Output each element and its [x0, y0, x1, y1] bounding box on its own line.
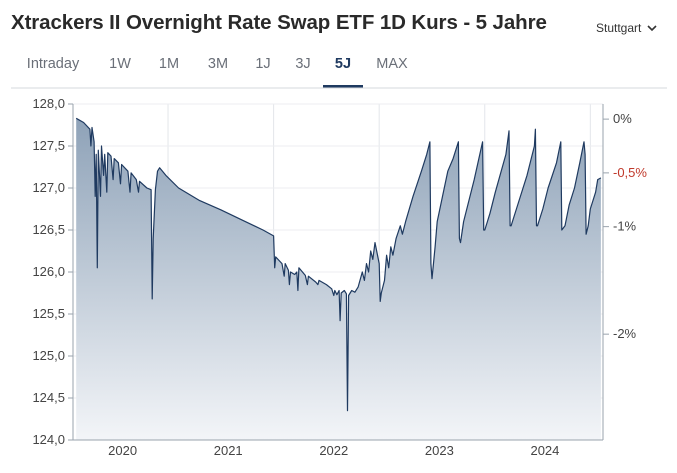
x-tick-label: 2020	[108, 443, 137, 458]
y-tick-label: 124,5	[32, 390, 65, 405]
x-tick-label: 2021	[214, 443, 243, 458]
x-tick-label: 2023	[425, 443, 454, 458]
pct-tick-label: -1%	[613, 219, 637, 234]
chevron-down-icon	[647, 24, 657, 31]
exchange-selector[interactable]: Stuttgart	[596, 21, 657, 35]
x-tick-label: 2024	[530, 443, 559, 458]
tab-3j[interactable]: 3J	[295, 56, 311, 72]
y-tick-label: 126,0	[32, 264, 65, 279]
y-tick-label: 127,0	[32, 180, 65, 195]
tab-max[interactable]: MAX	[376, 56, 408, 72]
y-tick-label: 127,5	[32, 138, 65, 153]
price-line	[75, 117, 602, 412]
exchange-label: Stuttgart	[596, 21, 642, 35]
timeframe-tabs: Intraday 1W 1M 3M 1J 3J 5J MAX	[11, 50, 667, 88]
tab-5j[interactable]: 5J	[323, 56, 363, 88]
tab-intraday[interactable]: Intraday	[26, 56, 80, 72]
y-tick-label: 125,0	[32, 348, 65, 363]
y-tick-label: 128,0	[32, 96, 65, 111]
tab-1j[interactable]: 1J	[255, 56, 271, 72]
pct-tick-label: -0,5%	[613, 165, 647, 180]
tab-1m[interactable]: 1M	[158, 56, 180, 72]
pct-tick-label: -2%	[613, 326, 637, 341]
pct-tick-label: 0%	[613, 111, 632, 126]
y-tick-label: 126,5	[32, 222, 65, 237]
y-tick-label: 124,0	[32, 432, 65, 447]
x-tick-label: 2022	[319, 443, 348, 458]
tab-3m[interactable]: 3M	[207, 56, 229, 72]
page-title: Xtrackers II Overnight Rate Swap ETF 1D …	[11, 11, 547, 34]
y-tick-label: 125,5	[32, 306, 65, 321]
tab-1w[interactable]: 1W	[109, 56, 131, 72]
price-area	[76, 118, 601, 441]
